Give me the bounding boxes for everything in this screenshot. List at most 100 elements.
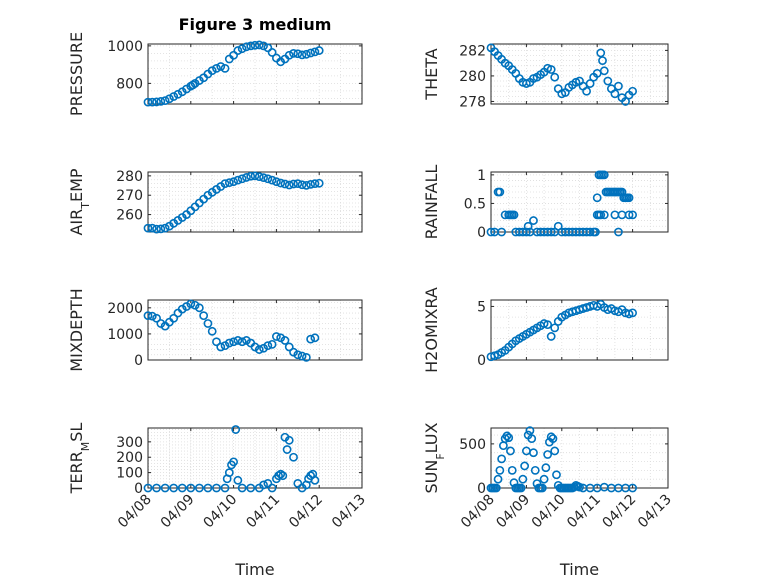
y-tick-label: 100	[116, 466, 143, 482]
y-tick-label: 282	[459, 43, 486, 59]
subplot-5: 0 1000 2000 MIXDEPTH	[67, 288, 363, 372]
x-tick-label: 04/09	[158, 492, 198, 532]
y-tick-label: 1000	[107, 39, 143, 55]
data-point	[306, 334, 316, 344]
ylabel-4: RAINFALL	[422, 165, 441, 240]
data-point	[246, 41, 256, 51]
data-point	[614, 81, 623, 91]
data-point	[628, 308, 637, 318]
x-tick-label: 04/13	[329, 492, 369, 532]
data-point	[173, 89, 183, 99]
y-tick-label: 2000	[107, 301, 143, 317]
data-point	[250, 171, 260, 181]
data-point	[504, 433, 514, 443]
data-point	[301, 352, 311, 362]
chart-title: Figure 3 medium	[179, 15, 332, 34]
data-point	[550, 72, 560, 82]
data-point	[293, 350, 303, 360]
data-point	[147, 311, 157, 321]
subplot-4: 0 0.5 1 RAINFALL	[422, 165, 669, 241]
data-point	[498, 441, 508, 451]
data-point	[242, 173, 251, 182]
data-point	[603, 76, 613, 86]
data-point	[233, 46, 243, 55]
axes-frame	[490, 43, 669, 105]
y-tick-label: 1	[477, 168, 486, 184]
data-point	[530, 465, 540, 475]
data-point	[289, 179, 298, 189]
data-point	[297, 180, 307, 190]
data-point	[220, 483, 230, 493]
y-tick-label: 500	[459, 437, 486, 453]
data-point	[143, 311, 153, 321]
data-point	[229, 337, 238, 347]
data-point	[520, 461, 530, 471]
data-point	[278, 471, 288, 481]
data-point	[233, 336, 243, 345]
data-point	[621, 97, 630, 106]
data-point	[575, 482, 584, 492]
y-tick-label: 1000	[107, 327, 143, 343]
data-point	[306, 48, 316, 58]
data-point	[617, 210, 627, 220]
data-point	[143, 223, 153, 233]
data-point	[486, 227, 496, 237]
data-point	[267, 48, 277, 57]
data-point	[522, 227, 531, 237]
data-point	[523, 221, 533, 231]
data-point	[306, 179, 316, 189]
data-point	[599, 66, 609, 76]
y-tick-label: 280	[459, 69, 486, 85]
ylabel-8: SUNFLUX	[422, 422, 447, 493]
subplot-7: 04/08 04/09 04/10 04/11 04/12 04/13 0100200300…	[67, 423, 369, 579]
data-point	[231, 425, 241, 434]
x-tick-label: 04/09	[493, 492, 533, 532]
ylabel-6: H2OMIXRA	[422, 287, 441, 373]
y-tick-label: 0	[134, 481, 143, 497]
data-point	[143, 97, 153, 107]
data-point	[246, 171, 256, 181]
subplot-3: 260 270 280 AIRTEMP	[67, 168, 363, 236]
data-point	[546, 227, 556, 237]
data-point	[310, 475, 320, 485]
x-tick-label: 04/12	[286, 492, 326, 532]
data-point	[160, 483, 170, 493]
x-tick-label: 04/10	[529, 492, 569, 532]
x-axis-label: Time	[234, 560, 274, 579]
data-point	[529, 448, 538, 458]
data-point	[546, 332, 556, 341]
subplot-1: 800 1000 PRESSURE Figure 3 medium	[67, 15, 363, 116]
data-point	[237, 44, 247, 54]
data-point	[280, 336, 290, 345]
data-point	[276, 178, 286, 188]
data-point	[271, 332, 281, 341]
data-point	[242, 42, 251, 52]
data-point	[259, 173, 268, 183]
data-point	[224, 338, 234, 348]
data-point	[599, 170, 609, 180]
data-point	[143, 483, 153, 493]
data-point	[310, 47, 320, 57]
data-point	[267, 175, 277, 185]
data-point	[207, 326, 217, 336]
data-point	[216, 62, 226, 71]
data-point	[621, 193, 630, 203]
data-point	[585, 227, 595, 237]
y-tick-label: 0	[477, 353, 486, 369]
data-point	[229, 177, 238, 187]
ylabel-1: PRESSURE	[67, 32, 86, 116]
data-point	[293, 49, 303, 59]
data-point	[233, 175, 243, 185]
data-point	[254, 345, 264, 354]
y-tick-label: 260	[116, 208, 143, 224]
data-point	[543, 320, 553, 330]
data-point	[582, 86, 591, 96]
y-tick-label: 0.5	[464, 196, 486, 212]
x-tick-label: 04/11	[243, 492, 283, 532]
data-point	[237, 337, 247, 347]
data-point	[177, 483, 187, 493]
data-point	[267, 483, 277, 493]
data-point	[259, 480, 268, 490]
data-point	[169, 483, 179, 493]
